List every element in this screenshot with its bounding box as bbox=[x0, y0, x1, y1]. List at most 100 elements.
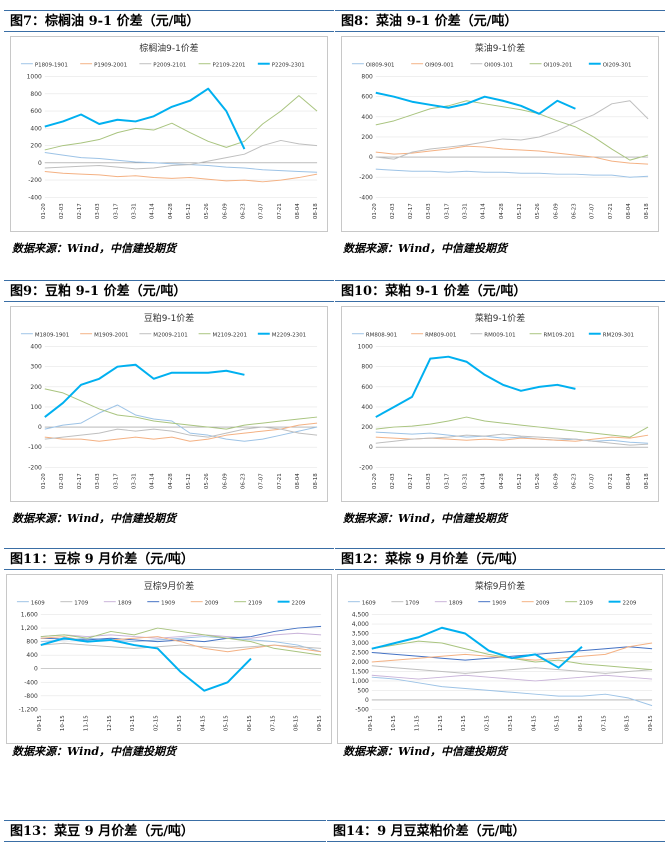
figure-13-panel: 图13：菜豆 9 月价差（元/吨） bbox=[4, 820, 326, 844]
legend-label: RM809-001 bbox=[425, 333, 456, 339]
x-tick-label: 08-18 bbox=[313, 473, 319, 489]
legend-label: 1609 bbox=[362, 601, 376, 607]
x-tick-label: 04-15 bbox=[200, 715, 206, 731]
legend-label: 2209 bbox=[292, 601, 306, 607]
legend-label: OI009-101 bbox=[484, 63, 513, 69]
legend-label: 1709 bbox=[405, 601, 419, 607]
y-tick-label: 0 bbox=[369, 444, 373, 451]
y-tick-label: -800 bbox=[24, 693, 38, 700]
y-tick-label: 200 bbox=[30, 143, 42, 150]
x-tick-label: 07-07 bbox=[590, 203, 596, 219]
x-tick-label: 09-15 bbox=[368, 715, 374, 731]
y-tick-label: 400 bbox=[30, 125, 42, 132]
series-line-1609 bbox=[371, 676, 653, 707]
figure-11-panel: 图11：豆棕 9 月价差（元/吨） 豆棕9月价差 1609 1709 1809 1909… bbox=[4, 548, 334, 800]
x-tick-label: 03-17 bbox=[113, 203, 119, 219]
y-tick-label: -400 bbox=[24, 679, 38, 686]
x-tick-label: 08-18 bbox=[313, 203, 319, 219]
chart-title: 豆棕9月价差 bbox=[144, 580, 194, 592]
x-tick-label: 06-09 bbox=[222, 473, 228, 489]
legend-label: RM209-301 bbox=[603, 333, 634, 339]
series-line-RM109-201 bbox=[375, 416, 649, 438]
x-tick-label: 07-15 bbox=[270, 715, 276, 731]
x-tick-label: 06-23 bbox=[240, 473, 246, 489]
x-tick-label: 04-14 bbox=[150, 203, 156, 219]
legend-label: OI109-201 bbox=[544, 63, 573, 69]
y-tick-label: 2,500 bbox=[352, 649, 369, 656]
figure-10-chart: 菜粕9-1价差 RM808-901 RM809-001 RM009-101 RM109-… bbox=[341, 306, 659, 502]
x-tick-label: 02-17 bbox=[408, 203, 414, 219]
figure-12-chart: 菜棕9月价差 1609 1709 1809 1909 2009 2109 2209 4,500 4… bbox=[337, 574, 663, 744]
figure-9-title: 图9：豆粕 9-1 价差（元/吨） bbox=[4, 280, 334, 302]
legend-label: 2109 bbox=[579, 601, 593, 607]
legend-label: OI209-301 bbox=[603, 63, 632, 69]
x-tick-label: 01-20 bbox=[372, 473, 378, 489]
x-tick-label: 02-03 bbox=[390, 473, 396, 489]
y-tick-label: 800 bbox=[26, 639, 38, 646]
x-tick-label: 06-23 bbox=[240, 203, 246, 219]
x-tick-label: 03-31 bbox=[463, 473, 469, 489]
legend-label: M2109-2201 bbox=[213, 333, 247, 339]
x-tick-label: 03-17 bbox=[113, 473, 119, 489]
x-tick-label: 03-03 bbox=[426, 473, 432, 489]
x-tick-label: 04-15 bbox=[531, 715, 537, 731]
chart-title: 菜油9-1价差 bbox=[475, 42, 525, 54]
y-tick-label: 600 bbox=[30, 108, 42, 115]
x-tick-label: 08-18 bbox=[644, 203, 650, 219]
x-tick-label: 06-09 bbox=[553, 203, 559, 219]
series-line-OI209-301 bbox=[375, 91, 576, 115]
y-tick-label: 4,000 bbox=[352, 621, 369, 628]
y-tick-label: 500 bbox=[357, 687, 369, 694]
y-tick-label: 400 bbox=[361, 404, 373, 411]
legend-label: P2109-2201 bbox=[213, 63, 246, 69]
x-tick-label: 05-12 bbox=[186, 473, 192, 489]
series-line-1909 bbox=[371, 646, 653, 661]
y-tick-label: -100 bbox=[28, 444, 42, 451]
figure-8-chart: 菜油9-1价差 OI809-901 OI909-001 OI009-101 OI109-… bbox=[341, 36, 659, 232]
series-line-M1909-2001 bbox=[44, 422, 318, 442]
x-tick-label: 04-28 bbox=[499, 473, 505, 489]
y-tick-label: 1000 bbox=[358, 344, 373, 351]
x-tick-label: 03-31 bbox=[463, 203, 469, 219]
x-tick-label: 05-12 bbox=[517, 203, 523, 219]
y-tick-label: 200 bbox=[30, 384, 42, 391]
chart-title: 豆粕9-1价差 bbox=[144, 312, 194, 324]
legend-label: P2009-2101 bbox=[153, 63, 186, 69]
x-tick-label: 08-15 bbox=[625, 715, 631, 731]
x-tick-label: 08-18 bbox=[644, 473, 650, 489]
y-tick-label: 200 bbox=[361, 134, 373, 141]
legend-label: 2009 bbox=[536, 601, 550, 607]
y-tick-label: 400 bbox=[26, 652, 38, 659]
figure-14-panel: 图14：9 月豆菜粕价差（元/吨） bbox=[327, 820, 665, 844]
x-tick-label: 10-15 bbox=[391, 715, 397, 731]
x-tick-label: 08-15 bbox=[294, 715, 300, 731]
legend-label: 1709 bbox=[74, 601, 88, 607]
series-line-2209 bbox=[40, 637, 252, 692]
y-tick-label: 800 bbox=[361, 364, 373, 371]
series-line-2109 bbox=[40, 627, 322, 656]
y-tick-label: 0 bbox=[34, 666, 38, 673]
legend-label: P1909-2001 bbox=[94, 63, 127, 69]
x-tick-label: 11-15 bbox=[414, 715, 420, 731]
figure-11-title: 图11：豆棕 9 月价差（元/吨） bbox=[4, 548, 334, 570]
y-tick-label: 200 bbox=[361, 424, 373, 431]
legend-label: RM009-101 bbox=[484, 333, 515, 339]
y-tick-label: -200 bbox=[359, 174, 373, 181]
series-line-1909 bbox=[40, 625, 322, 643]
legend-label: RM109-201 bbox=[544, 333, 575, 339]
legend-label: OI909-001 bbox=[425, 63, 454, 69]
y-tick-label: -200 bbox=[28, 177, 42, 184]
figure-9-chart: 豆粕9-1价差 M1809-1901 M1909-2001 M2009-2101 M21… bbox=[10, 306, 328, 502]
y-tick-label: 800 bbox=[30, 91, 42, 98]
x-tick-label: 07-15 bbox=[601, 715, 607, 731]
figure-11-source: 数据来源：Wind，中信建投期货 bbox=[12, 745, 177, 758]
x-tick-label: 08-04 bbox=[626, 203, 632, 219]
x-tick-label: 07-21 bbox=[608, 203, 614, 219]
figure-8-title: 图8：菜油 9-1 价差（元/吨） bbox=[335, 10, 665, 32]
x-tick-label: 06-09 bbox=[222, 203, 228, 219]
legend-label: 1809 bbox=[449, 601, 463, 607]
x-tick-label: 07-21 bbox=[277, 203, 283, 219]
series-line-P2209-2301 bbox=[44, 87, 246, 150]
legend-label: 2009 bbox=[205, 601, 219, 607]
figure-12-title: 图12：菜棕 9 月价差（元/吨） bbox=[335, 548, 665, 570]
